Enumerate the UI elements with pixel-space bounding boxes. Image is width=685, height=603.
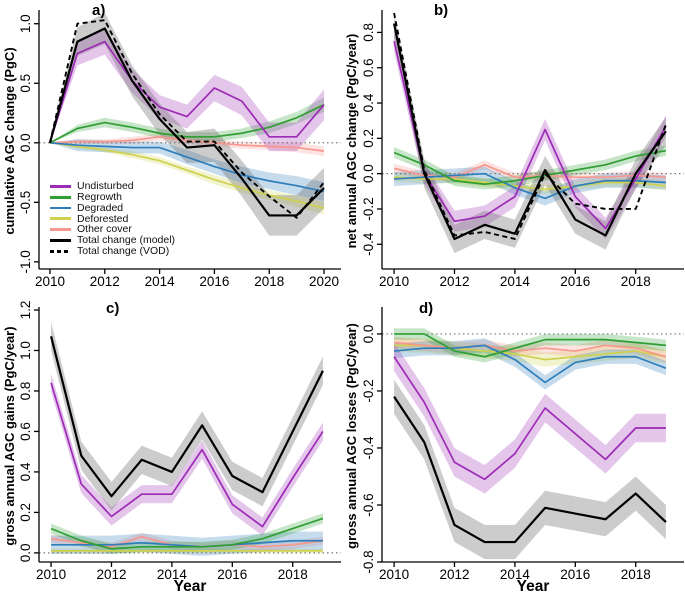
panel-b-ylabel: net annual AGC change (PgC/year) [344,33,359,249]
legend-swatch-regrowth [50,195,71,199]
svg-text:2014: 2014 [145,274,176,289]
legend-label: Degraded [77,201,124,214]
panel-c-label: c) [106,300,120,317]
svg-text:0.2: 0.2 [361,129,376,148]
svg-text:0.2: 0.2 [18,503,33,522]
legend-label: Deforested [77,212,129,225]
svg-text:2016: 2016 [217,567,247,582]
svg-text:0.4: 0.4 [361,93,376,112]
svg-text:1.0: 1.0 [18,14,33,33]
svg-text:0.0: 0.0 [361,325,376,344]
xlabel-right: Year [516,578,550,595]
svg-text:0.0: 0.0 [18,133,33,152]
svg-text:0.6: 0.6 [361,58,376,77]
legend-swatch-deforested [50,217,71,221]
svg-text:2018: 2018 [621,274,651,289]
panel-c-chart: 0.0 0.2 0.4 0.6 0.8 1.0 1.2 2010 2012 2014 2016 201… [18,301,341,582]
legend-swatch-degraded [50,206,71,210]
panel-a-chart: -1.0 -0.5 0.0 0.5 1.0 2010 2012 2014 2016 2018 202… [18,10,341,289]
svg-text:2012: 2012 [439,274,469,289]
legend-swatch-other-cover [50,228,71,231]
svg-text:2014: 2014 [157,567,188,582]
panel-b-chart: -0.4 -0.2 0.0 0.2 0.4 0.6 0.8 2010 2012 2014 2016 2… [361,10,684,289]
svg-text:2014: 2014 [500,567,531,582]
panel-a: -1.0 -0.5 0.0 0.5 1.0 2010 2012 2014 2016 2018 202… [0,0,343,299]
panel-d: -0.8 -0.6 -0.4 -0.2 0.0 2010 2012 2014 2016 2018 [343,299,685,598]
legend-item-total-vod: Total change (VOD) [50,246,175,257]
panel-a-ylabel: cumulative AGC change (PgC) [2,47,17,235]
svg-text:2010: 2010 [35,274,65,289]
panel-a-label: a) [92,2,106,19]
svg-text:-0.6: -0.6 [361,493,376,516]
panel-d-label: d) [419,300,434,317]
legend-item-degraded: Degraded [50,203,175,214]
legend-item-deforested: Deforested [50,213,175,224]
panel-d-chart: -0.8 -0.6 -0.4 -0.2 0.0 2010 2012 2014 2016 2018 [361,307,684,582]
panel-d-ylabel: gross annual AGC losses (PgC/year) [344,323,359,549]
svg-text:0.0: 0.0 [361,164,376,183]
svg-text:-0.8: -0.8 [361,550,376,573]
panel-c-ylabel: gross annual AGC gains (PgC/year) [2,326,17,546]
legend: Undisturbed Regrowth Degraded Deforested… [50,181,175,257]
svg-text:2020: 2020 [309,274,339,289]
legend-item-undisturbed: Undisturbed [50,181,175,192]
svg-text:2010: 2010 [36,567,66,582]
svg-text:2018: 2018 [254,274,284,289]
legend-item-regrowth: Regrowth [50,192,175,203]
svg-text:0.0: 0.0 [18,544,33,563]
xlabel-left: Year [173,578,207,595]
svg-text:1.2: 1.2 [18,301,33,320]
svg-text:2010: 2010 [379,567,409,582]
svg-text:2012: 2012 [96,567,126,582]
svg-text:2018: 2018 [278,567,308,582]
legend-item-total-model: Total change (model) [50,235,175,246]
svg-text:2018: 2018 [621,567,651,582]
svg-text:2016: 2016 [199,274,229,289]
svg-text:0.8: 0.8 [361,23,376,42]
legend-label: Total change (model) [77,234,176,247]
panel-b-label: b) [434,2,449,19]
svg-text:-0.4: -0.4 [361,232,376,256]
svg-text:2016: 2016 [560,567,590,582]
svg-text:-0.4: -0.4 [361,436,376,460]
svg-text:2016: 2016 [560,274,590,289]
svg-text:-0.5: -0.5 [18,191,33,214]
svg-text:0.6: 0.6 [18,422,33,441]
svg-text:-0.2: -0.2 [361,197,376,220]
legend-label: Undisturbed [77,180,134,193]
svg-text:-0.2: -0.2 [361,379,376,402]
legend-swatch-total-vod [50,249,71,253]
legend-item-other-cover: Other cover [50,224,175,235]
legend-label: Regrowth [77,190,122,203]
legend-swatch-total-model [50,238,71,243]
svg-text:2012: 2012 [439,567,469,582]
svg-text:2012: 2012 [90,274,120,289]
legend-swatch-undisturbed [50,185,71,188]
svg-text:-1.0: -1.0 [18,250,33,273]
legend-label: Total change (VOD) [77,244,170,257]
svg-text:2010: 2010 [379,274,409,289]
svg-text:0.5: 0.5 [18,74,33,93]
panel-c: 0.0 0.2 0.4 0.6 0.8 1.0 1.2 2010 2012 2014 2016 201… [0,299,343,598]
legend-label: Other cover [77,223,132,236]
svg-text:0.4: 0.4 [18,462,33,481]
svg-text:1.0: 1.0 [18,341,33,360]
svg-text:0.8: 0.8 [18,382,33,401]
panel-b: -0.4 -0.2 0.0 0.2 0.4 0.6 0.8 2010 2012 2014 2016 2… [343,0,685,299]
svg-text:2014: 2014 [500,274,531,289]
